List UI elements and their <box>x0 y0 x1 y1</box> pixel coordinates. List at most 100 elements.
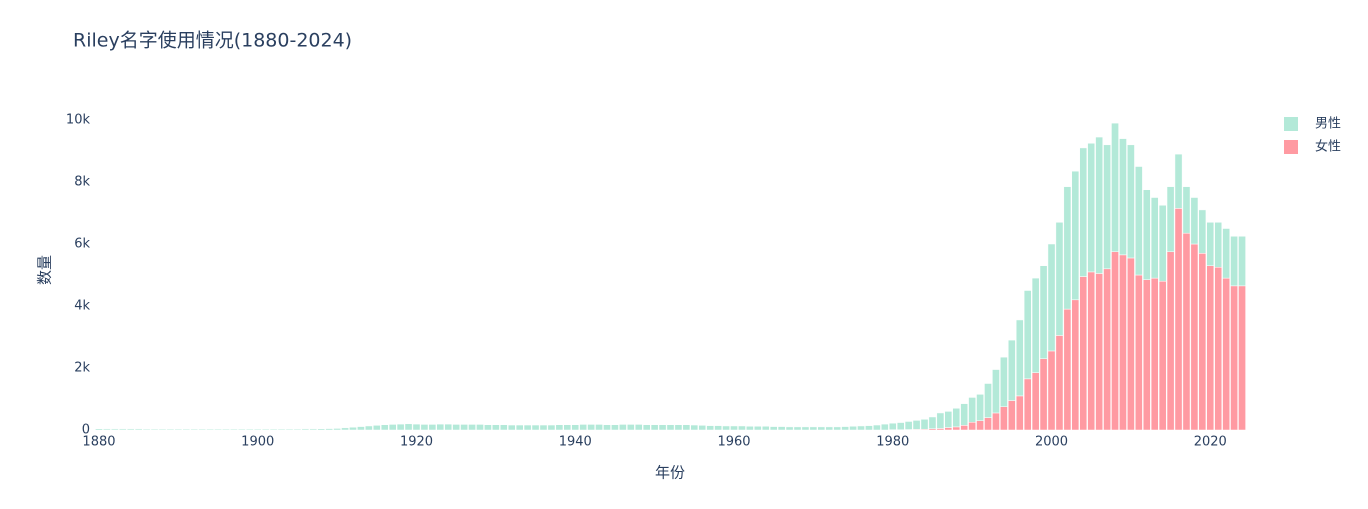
bar <box>1119 139 1126 255</box>
bar <box>310 429 317 430</box>
bar <box>1183 233 1190 430</box>
bar <box>794 427 801 430</box>
bar <box>929 417 936 429</box>
bar <box>611 425 618 430</box>
bar <box>564 425 571 430</box>
bar <box>1016 320 1023 396</box>
bar <box>699 425 706 430</box>
bar <box>730 426 737 430</box>
bar <box>826 427 833 430</box>
bar <box>1159 281 1166 430</box>
bar <box>850 426 857 430</box>
bar <box>945 411 952 427</box>
bar <box>1096 273 1103 430</box>
bar <box>715 426 722 430</box>
bar <box>119 429 126 430</box>
bar <box>373 425 380 430</box>
bar <box>1032 278 1039 373</box>
bar <box>905 421 912 429</box>
bar <box>1024 379 1031 430</box>
bar <box>881 424 888 430</box>
legend-swatch[interactable] <box>1284 140 1298 154</box>
bar <box>1199 253 1206 430</box>
x-tick-label: 1980 <box>876 435 909 450</box>
y-tick-label: 2k <box>74 361 90 376</box>
legend-label[interactable]: 女性 <box>1315 139 1341 155</box>
bar <box>738 426 745 430</box>
bar <box>445 424 452 430</box>
bar <box>937 413 944 428</box>
bar <box>484 425 491 430</box>
bar <box>1032 373 1039 430</box>
bar <box>588 424 595 430</box>
bar <box>1135 275 1142 430</box>
bar <box>1167 187 1174 252</box>
bar <box>207 429 214 430</box>
bar <box>95 429 102 430</box>
x-tick-label: 1960 <box>717 435 750 450</box>
bar <box>334 428 341 430</box>
bar <box>580 424 587 430</box>
bar <box>151 429 158 430</box>
bar <box>246 429 253 430</box>
bar <box>953 408 960 427</box>
bar <box>667 425 674 430</box>
bar <box>1072 300 1079 430</box>
bar <box>1199 210 1206 253</box>
x-tick-label: 1900 <box>241 435 274 450</box>
bar <box>1191 244 1198 430</box>
bar <box>341 428 348 430</box>
bar <box>1127 258 1134 430</box>
x-tick-label: 2020 <box>1194 435 1227 450</box>
bar <box>1191 198 1198 244</box>
bar <box>270 429 277 430</box>
bar <box>540 425 547 430</box>
x-tick-label: 1880 <box>82 435 115 450</box>
bar <box>1048 351 1055 430</box>
bar <box>437 424 444 430</box>
bar <box>1088 272 1095 430</box>
bar <box>254 429 261 430</box>
bar <box>1143 280 1150 430</box>
bar <box>683 425 690 430</box>
legend-swatch[interactable] <box>1284 117 1298 131</box>
legend-label[interactable]: 男性 <box>1315 117 1341 132</box>
bar <box>627 424 634 430</box>
bar <box>500 425 507 430</box>
bar <box>556 425 563 430</box>
bar <box>1104 145 1111 269</box>
bar <box>818 427 825 430</box>
bar <box>810 427 817 430</box>
bar <box>1223 278 1230 430</box>
bar <box>977 394 984 420</box>
bar <box>913 420 920 429</box>
x-tick-label: 1940 <box>559 435 592 450</box>
bar <box>413 424 420 430</box>
bar <box>1096 137 1103 273</box>
bar <box>595 424 602 430</box>
bar <box>1111 252 1118 430</box>
bar <box>389 424 396 430</box>
bar <box>302 429 309 430</box>
y-tick-label: 6k <box>74 237 90 252</box>
bar <box>127 429 134 430</box>
bar <box>1135 167 1142 275</box>
bar <box>397 424 404 430</box>
bar <box>1143 190 1150 280</box>
bar <box>992 370 999 413</box>
bar <box>461 424 468 430</box>
bar <box>1175 208 1182 430</box>
bar <box>969 397 976 422</box>
x-axis-label: 年份 <box>655 464 685 482</box>
bar <box>159 429 166 430</box>
bar <box>961 425 968 430</box>
bar <box>675 425 682 430</box>
bar <box>889 423 896 430</box>
bar <box>1104 269 1111 430</box>
bar <box>1048 244 1055 351</box>
bar <box>834 427 841 430</box>
bar <box>572 425 579 430</box>
bar <box>286 429 293 430</box>
bar <box>707 426 714 430</box>
